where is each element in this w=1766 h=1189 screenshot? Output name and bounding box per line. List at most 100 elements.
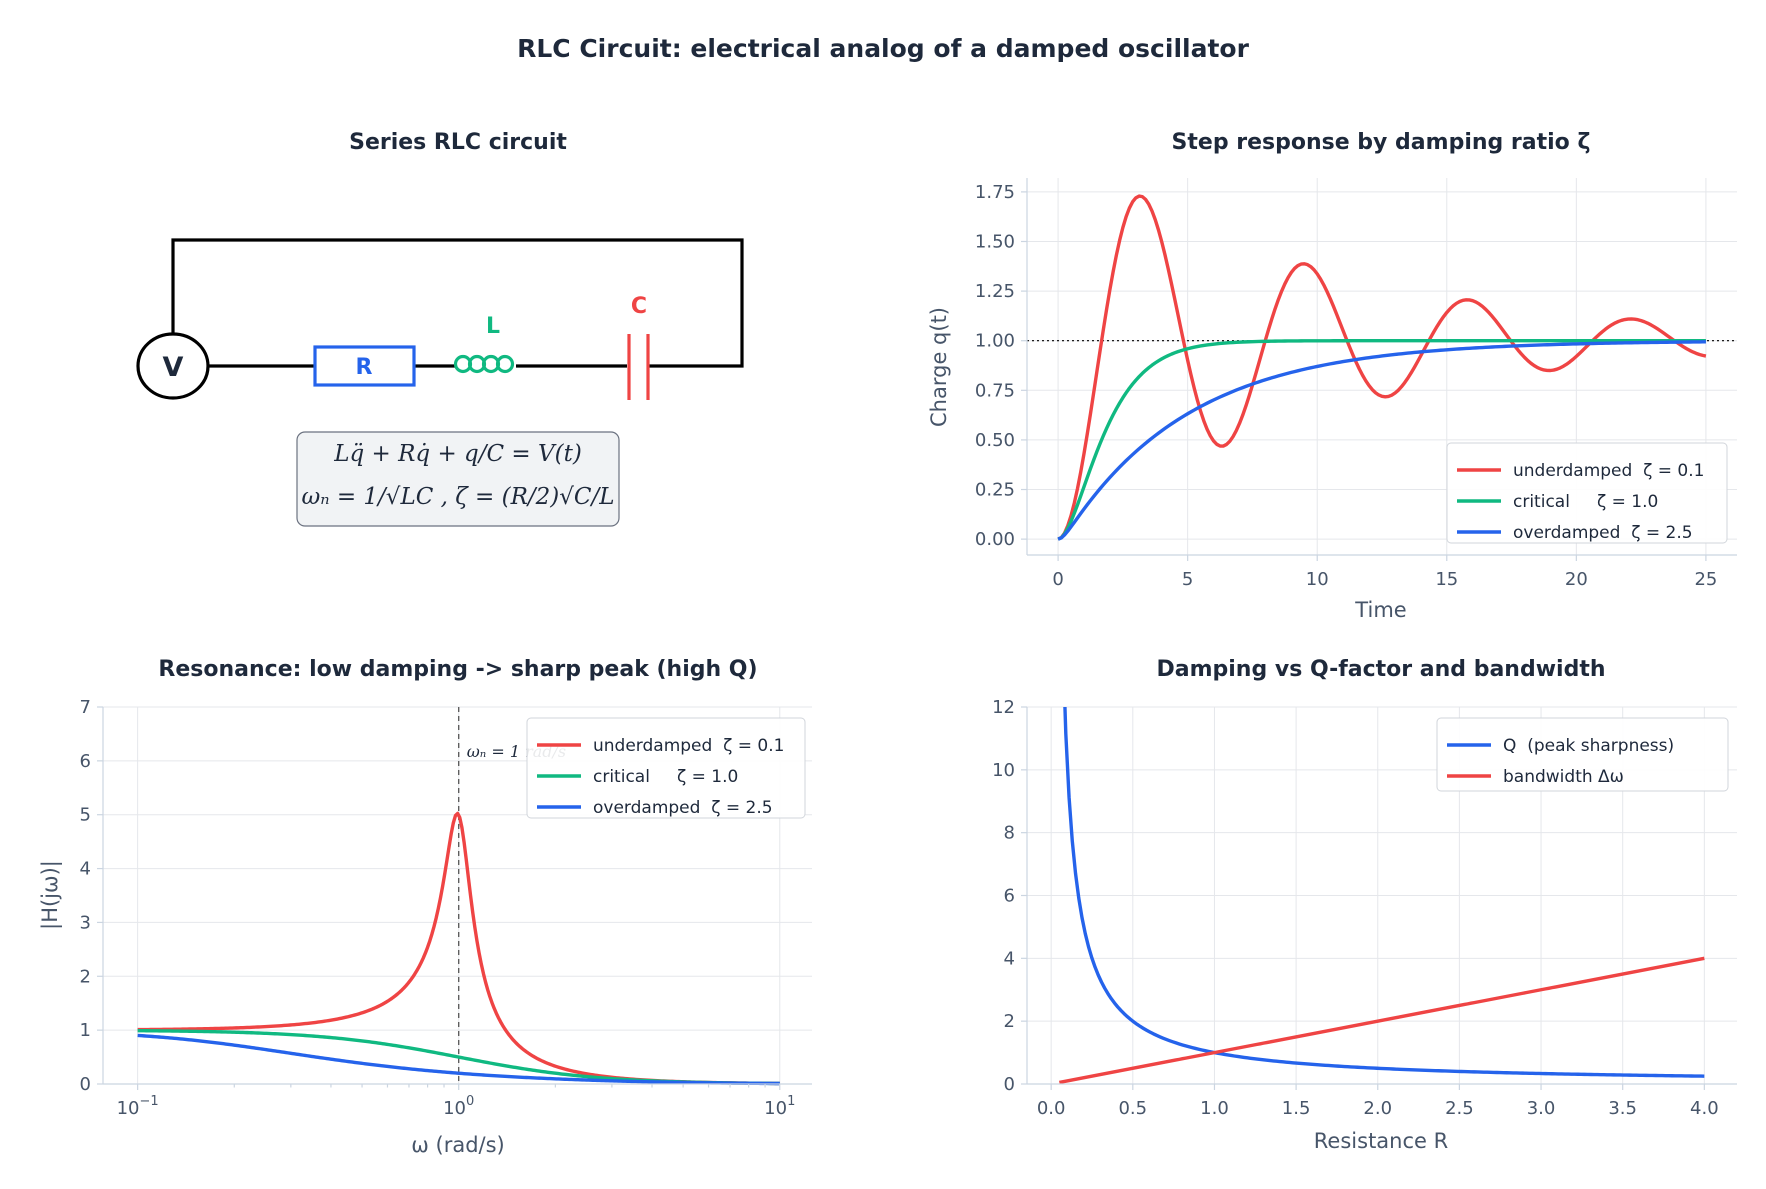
qfactor-xtick-label: 4.0 [1690, 1098, 1719, 1119]
step-xtick-label: 0 [1052, 569, 1063, 590]
step-ytick-label: 0.00 [975, 529, 1015, 550]
resonance-ytick-label: 1 [80, 1020, 91, 1041]
step-line-1 [1057, 339, 1706, 541]
step-xtick-label: 10 [1306, 569, 1329, 590]
qfactor-xtick-label: 0.0 [1037, 1098, 1066, 1119]
qfactor-ytick-label: 2 [1004, 1011, 1015, 1032]
qfactor-line-0 [1063, 707, 1705, 1078]
qfactor-legend-frame [1436, 717, 1729, 792]
qfactor-ytick-label: 8 [1004, 823, 1015, 844]
step-legend: underdamped ζ = 0.1 critical ζ = 1.0 overd… [1446, 442, 1728, 544]
resonance-ytick-label: 0 [80, 1074, 91, 1095]
step-ytick-label: 1.00 [975, 331, 1015, 352]
qfactor-ytick-label: 0 [1004, 1074, 1015, 1095]
resonance-ylabel: |H(jω)| [38, 860, 63, 930]
qfactor-line-1 [1059, 956, 1705, 1084]
qfactor-panel: Damping vs Q-factor and bandwidth 0 2 4 6 8 1… [992, 657, 1737, 1153]
qfactor-xtick-label: 3.0 [1527, 1098, 1556, 1119]
qfactor-axes: 0 2 4 6 8 10 12 0.0 0.5 1.0 1.5 2.0 2.5 3.0 3.5 4.0 [992, 697, 1737, 1119]
resonance-ytick-label: 6 [80, 751, 91, 772]
resonance-xtick-label: 10−1 [117, 1094, 159, 1119]
figure-title: RLC Circuit: electrical analog of a damp… [517, 34, 1249, 63]
qfactor-legend: Q (peak sharpness) bandwidth Δω [1436, 717, 1729, 792]
step-xtick-label: 20 [1565, 569, 1588, 590]
resonance-legend-frame [526, 717, 806, 819]
natural-frequency-damping-formula: ωₙ = 1/√LC , ζ = (R/2)√C/L [301, 484, 614, 510]
resonance-axes: 0 1 2 3 4 5 6 7 10−1 100 101 [80, 697, 812, 1119]
step-legend-frame [1446, 442, 1728, 544]
circuit-wires [171, 238, 744, 368]
qfactor-legend-label: Q (peak sharpness) [1503, 736, 1674, 756]
resistor-label: R [356, 355, 373, 380]
inductor: L [453, 314, 515, 374]
resonance-panel: Resonance: low damping -> sharp peak (hi… [38, 657, 812, 1157]
resistor: R [313, 345, 416, 387]
qfactor-xtick-label: 1.5 [1282, 1098, 1311, 1119]
equation-of-motion: Lq̈ + Rq̇ + q/C = V(t) [333, 441, 582, 467]
step-legend-label: overdamped ζ = 2.5 [1513, 523, 1693, 543]
step-xtick-label: 25 [1694, 569, 1717, 590]
qfactor-ytick-label: 12 [992, 697, 1015, 718]
resonance-series [137, 811, 780, 1086]
top-wire [171, 238, 744, 368]
qfactor-xlabel: Resistance R [1314, 1129, 1448, 1153]
voltage-source: V [136, 332, 210, 400]
voltage-source-label: V [163, 352, 184, 383]
step-xtick-label: 5 [1182, 569, 1193, 590]
capacitor: C [627, 294, 650, 400]
qfactor-xtick-label: 1.0 [1200, 1098, 1229, 1119]
qfactor-xtick-label: 3.5 [1608, 1098, 1637, 1119]
resonance-xtick-label: 101 [764, 1094, 795, 1119]
step-ytick-label: 0.75 [975, 380, 1015, 401]
resistor-symbol [313, 345, 416, 387]
qfactor-ytick-label: 10 [992, 760, 1015, 781]
step-ytick-label: 1.50 [975, 231, 1015, 252]
step-xtick-label: 15 [1435, 569, 1458, 590]
resonance-xtick-label: 100 [443, 1094, 474, 1119]
resonance-xlabel: ω (rad/s) [411, 1133, 505, 1157]
step-title: Step response by damping ratio ζ [1172, 130, 1591, 155]
step-ytick-label: 1.75 [975, 182, 1015, 203]
resonance-title: Resonance: low damping -> sharp peak (hi… [158, 657, 757, 682]
qfactor-legend-label: bandwidth Δω [1503, 767, 1624, 787]
resonance-legend-label: critical ζ = 1.0 [593, 767, 738, 787]
qfactor-xtick-label: 2.0 [1363, 1098, 1392, 1119]
resonance-ytick-label: 2 [80, 966, 91, 987]
resonance-ytick-label: 3 [80, 912, 91, 933]
capacitor-label: C [631, 294, 647, 319]
step-ylabel: Charge q(t) [927, 307, 951, 427]
step-legend-label: underdamped ζ = 0.1 [1513, 461, 1704, 481]
circuit-title: Series RLC circuit [349, 130, 567, 155]
resonance-ytick-label: 5 [80, 805, 91, 826]
resonance-legend-label: overdamped ζ = 2.5 [593, 798, 773, 818]
step-response-panel: Step response by damping ratio ζ 0.00 0.2… [927, 130, 1737, 622]
inductor-coil [453, 354, 515, 374]
step-ytick-label: 1.25 [975, 281, 1015, 302]
step-legend-label: critical ζ = 1.0 [1513, 492, 1658, 512]
step-line-0 [1057, 194, 1707, 541]
step-ytick-label: 0.25 [975, 480, 1015, 501]
equation-box: Lq̈ + Rq̇ + q/C = V(t) ωₙ = 1/√LC , ζ = … [296, 431, 620, 527]
qfactor-title: Damping vs Q-factor and bandwidth [1156, 657, 1605, 682]
qfactor-lines [1059, 707, 1705, 1084]
voltage-source-symbol [136, 332, 210, 400]
inductor-label: L [486, 314, 500, 339]
step-line-2 [1057, 340, 1706, 541]
qfactor-series [1059, 707, 1705, 1084]
equation-box-frame [296, 431, 620, 527]
resonance-legend: underdamped ζ = 0.1 critical ζ = 1.0 overd… [526, 717, 806, 819]
qfactor-ytick-label: 4 [1004, 948, 1015, 969]
step-series [1057, 194, 1707, 541]
circuit-panel: Series RLC circuit V R L [136, 130, 744, 527]
qfactor-ytick-label: 6 [1004, 886, 1015, 907]
step-ytick-label: 0.50 [975, 430, 1015, 451]
step-xlabel: Time [1354, 598, 1406, 622]
step-axes: 0.00 0.25 0.50 0.75 1.00 1.25 1.50 1.75 0 5 10 15 20… [975, 178, 1737, 590]
resonance-legend-label: underdamped ζ = 0.1 [593, 736, 784, 756]
qfactor-xtick-label: 2.5 [1445, 1098, 1474, 1119]
resonance-ytick-label: 7 [80, 697, 91, 718]
resonance-ytick-label: 4 [80, 859, 91, 880]
qfactor-xtick-label: 0.5 [1118, 1098, 1147, 1119]
resonance-line-2 [137, 1033, 780, 1086]
